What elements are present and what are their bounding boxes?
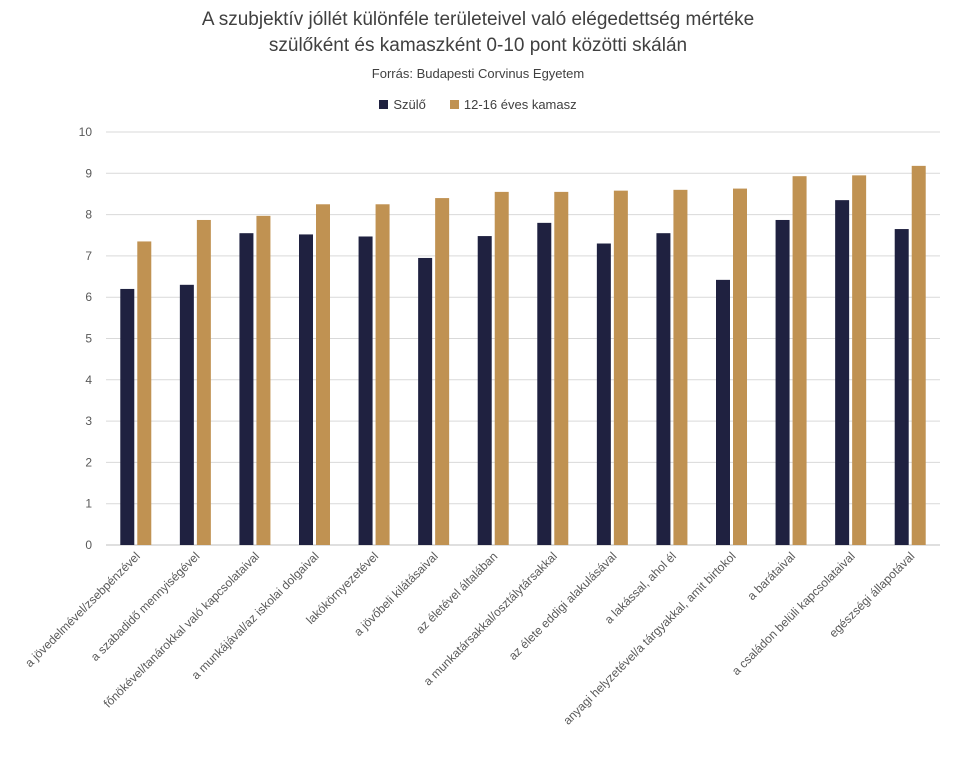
bar-teen: [733, 188, 747, 545]
y-tick-label: 3: [85, 414, 92, 428]
bar-teen: [852, 175, 867, 546]
bar-teen: [435, 198, 450, 545]
y-tick-label: 6: [85, 290, 92, 304]
chart-title-line-2: szülőként és kamaszként 0-10 pont között…: [268, 35, 688, 56]
bar-teen: [316, 204, 330, 545]
bar-teen: [911, 165, 926, 545]
bar-parent: [477, 236, 492, 546]
legend: Szülő 12-16 éves kamasz: [0, 97, 956, 112]
bar-parent: [894, 229, 909, 545]
legend-swatch-parent: [379, 100, 389, 109]
bar-parent: [716, 279, 730, 545]
bar-teen: [613, 190, 628, 545]
bar-parent: [358, 236, 373, 545]
x-tick-label: a jövedelmével/zsebpénzével: [22, 549, 143, 670]
x-tick-label: a munkájával/az iskolai dolgaival: [189, 549, 322, 682]
bar-parent: [120, 288, 135, 545]
y-tick-label: 5: [85, 332, 92, 346]
bar-parent: [596, 243, 611, 545]
y-tick-label: 7: [85, 249, 92, 263]
bar-teen: [792, 176, 807, 546]
bar-teen: [137, 241, 152, 545]
bar-parent: [239, 233, 254, 545]
bar-parent: [537, 222, 552, 546]
x-tick-label: a barátaival: [744, 549, 798, 603]
legend-swatch-teen: [449, 100, 459, 109]
y-tick-label: 9: [85, 166, 92, 180]
bar-parent: [656, 233, 671, 545]
bar-parent: [775, 219, 790, 545]
y-tick-label: 1: [85, 497, 92, 511]
chart-subtitle: Forrás: Budapesti Corvinus Egyetem: [371, 66, 585, 81]
legend-item-teen: 12-16 éves kamasz: [449, 97, 577, 112]
bar-teen: [196, 219, 211, 545]
y-tick-label: 10: [79, 125, 93, 139]
bar-teen: [256, 215, 271, 546]
x-tick-label: az élete eddigi alakulásával: [506, 549, 620, 663]
bar-parent: [179, 284, 194, 545]
x-tick-label: a szabadidő mennyiségével: [88, 549, 203, 664]
chart-title-line-1: A szubjektív jóllét különféle területeiv…: [201, 9, 755, 30]
y-tick-label: 8: [85, 208, 92, 222]
legend-label-parent: Szülő: [393, 97, 426, 112]
bar-parent: [418, 257, 433, 545]
bar-teen: [494, 191, 509, 545]
x-tick-label: a családon belüli kapcsolataival: [729, 549, 858, 678]
bar-parent: [835, 200, 850, 545]
legend-label-teen: 12-16 éves kamasz: [463, 97, 577, 112]
y-tick-label: 2: [85, 455, 92, 469]
bar-teen: [673, 189, 688, 545]
legend-item-parent: Szülő: [379, 97, 426, 112]
bar-teen: [554, 191, 569, 545]
bar-teen: [375, 204, 390, 545]
bar-parent: [299, 234, 313, 545]
y-tick-label: 0: [85, 538, 92, 552]
y-tick-label: 4: [85, 373, 92, 387]
